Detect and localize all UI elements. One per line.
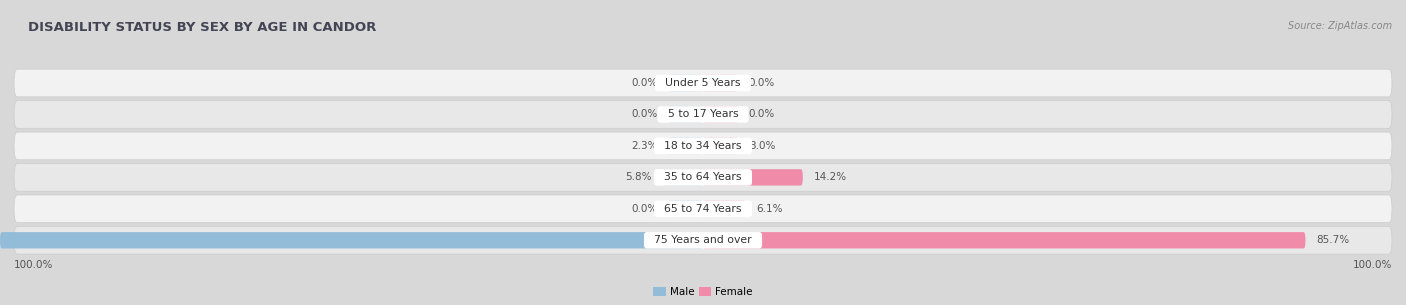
FancyBboxPatch shape — [668, 106, 703, 123]
FancyBboxPatch shape — [703, 106, 738, 123]
FancyBboxPatch shape — [668, 201, 703, 217]
FancyBboxPatch shape — [703, 138, 738, 154]
FancyBboxPatch shape — [703, 201, 747, 217]
Text: 0.0%: 0.0% — [749, 78, 775, 88]
FancyBboxPatch shape — [14, 226, 1392, 254]
Text: Under 5 Years: Under 5 Years — [658, 78, 748, 88]
Legend: Male, Female: Male, Female — [650, 283, 756, 301]
Text: 5.8%: 5.8% — [626, 172, 652, 182]
Text: Source: ZipAtlas.com: Source: ZipAtlas.com — [1288, 21, 1392, 31]
Text: 0.0%: 0.0% — [631, 78, 657, 88]
FancyBboxPatch shape — [14, 69, 1392, 97]
FancyBboxPatch shape — [14, 163, 1392, 191]
Text: 0.0%: 0.0% — [631, 204, 657, 214]
FancyBboxPatch shape — [703, 75, 738, 91]
Text: 14.2%: 14.2% — [813, 172, 846, 182]
FancyBboxPatch shape — [703, 169, 803, 185]
Text: 6.1%: 6.1% — [756, 204, 783, 214]
FancyBboxPatch shape — [668, 75, 703, 91]
FancyBboxPatch shape — [14, 101, 1392, 128]
Text: 5 to 17 Years: 5 to 17 Years — [661, 109, 745, 120]
FancyBboxPatch shape — [662, 169, 703, 185]
Text: 2.3%: 2.3% — [631, 141, 657, 151]
Text: 3.0%: 3.0% — [749, 141, 775, 151]
FancyBboxPatch shape — [703, 232, 1305, 249]
Text: DISABILITY STATUS BY SEX BY AGE IN CANDOR: DISABILITY STATUS BY SEX BY AGE IN CANDO… — [28, 21, 377, 34]
FancyBboxPatch shape — [14, 132, 1392, 160]
FancyBboxPatch shape — [0, 232, 703, 249]
Text: 100.0%: 100.0% — [1353, 260, 1392, 271]
Text: 35 to 64 Years: 35 to 64 Years — [657, 172, 749, 182]
FancyBboxPatch shape — [14, 195, 1392, 223]
Text: 100.0%: 100.0% — [14, 260, 53, 271]
Text: 0.0%: 0.0% — [631, 109, 657, 120]
Text: 75 Years and over: 75 Years and over — [647, 235, 759, 245]
Text: 0.0%: 0.0% — [749, 109, 775, 120]
FancyBboxPatch shape — [668, 138, 703, 154]
Text: 65 to 74 Years: 65 to 74 Years — [657, 204, 749, 214]
Text: 85.7%: 85.7% — [1316, 235, 1350, 245]
Text: 18 to 34 Years: 18 to 34 Years — [657, 141, 749, 151]
